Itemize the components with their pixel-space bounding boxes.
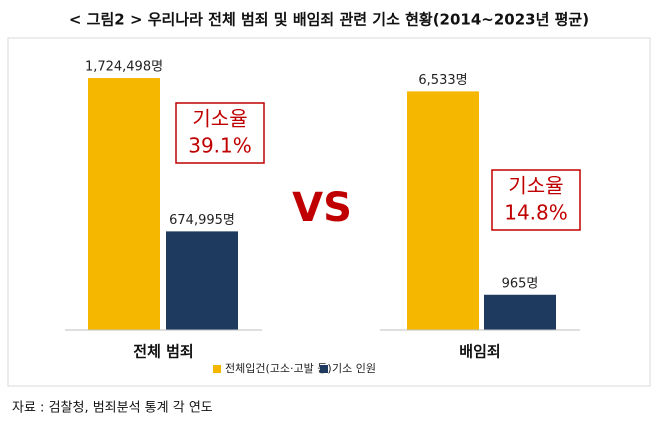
value-label: 6,533명 [418,73,467,88]
value-label: 965명 [502,276,539,291]
annotation-text: 39.1% [188,134,252,158]
bar [88,78,160,331]
chart-title: < 그림2 > 우리나라 전체 범죄 및 배임죄 관련 기소 현황(2014~2… [69,11,589,29]
bar [484,294,556,330]
chart-frame [7,37,651,387]
category-label: 전체 범죄 [133,343,193,361]
source-note: 자료 : 검찰청, 범죄분석 통계 각 연도 [12,401,213,416]
category-label: 배임죄 [459,343,500,361]
annotation-text: 기소율 [508,174,563,198]
value-label: 674,995명 [169,213,235,228]
value-label: 1,724,498명 [85,60,163,75]
annotation-text: 14.8% [504,201,568,225]
bar [407,91,479,330]
legend-label: 전체입건(고소·고발 등) [225,362,332,375]
annotation-box [175,102,265,164]
annotation-box [491,169,581,231]
annotation-text: 기소율 [192,107,247,131]
legend-swatch [320,365,328,373]
legend-label: 기소 인원 [332,362,376,375]
bar [166,231,238,330]
legend-swatch [213,365,221,373]
vs-label: VS [292,185,352,231]
